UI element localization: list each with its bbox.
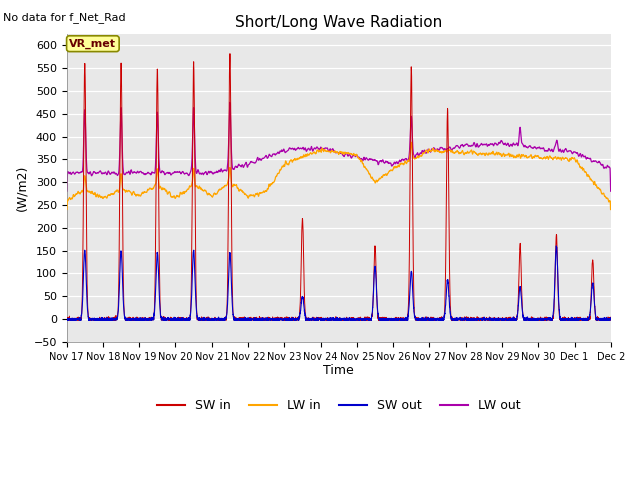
SW in (63, 317, 70, 323)
SW out (161, 316, 168, 322)
SW in (492, 316, 499, 322)
SW in (319, 317, 326, 323)
LW out (319, 147, 326, 153)
Line: SW in: SW in (67, 54, 611, 321)
LW out (161, 171, 168, 177)
Legend: SW in, LW in, SW out, LW out: SW in, LW in, SW out, LW out (152, 395, 525, 417)
SW in (111, 318, 119, 324)
SW out (431, 315, 438, 321)
Line: SW out: SW out (67, 246, 611, 321)
SW out (461, 316, 468, 322)
LW in (63, 207, 70, 213)
SW out (552, 243, 560, 249)
LW out (492, 141, 499, 146)
SW out (319, 317, 326, 323)
LW in (461, 151, 468, 156)
LW in (431, 148, 438, 154)
LW in (408, 139, 415, 145)
SW in (461, 314, 468, 320)
LW in (606, 198, 614, 204)
X-axis label: Time: Time (323, 364, 354, 377)
Y-axis label: (W/m2): (W/m2) (15, 165, 28, 211)
Text: VR_met: VR_met (69, 38, 116, 49)
SW out (538, 318, 545, 324)
SW out (607, 316, 614, 322)
LW in (492, 151, 499, 157)
SW in (431, 316, 438, 322)
LW out (431, 146, 438, 152)
Text: No data for f_Net_Rad: No data for f_Net_Rad (3, 12, 126, 23)
SW in (226, 51, 234, 57)
SW out (607, 315, 614, 321)
SW in (607, 316, 614, 322)
Title: Short/Long Wave Radiation: Short/Long Wave Radiation (235, 15, 442, 30)
LW out (226, 99, 234, 105)
SW in (607, 314, 614, 320)
Line: LW in: LW in (67, 142, 611, 210)
LW in (161, 186, 168, 192)
SW out (492, 316, 499, 322)
LW in (607, 207, 614, 213)
LW out (606, 169, 614, 175)
SW in (161, 314, 168, 320)
Line: LW out: LW out (67, 102, 611, 192)
LW out (63, 189, 70, 194)
LW out (461, 142, 468, 148)
SW out (63, 317, 70, 323)
LW in (319, 145, 326, 151)
LW out (607, 189, 614, 194)
